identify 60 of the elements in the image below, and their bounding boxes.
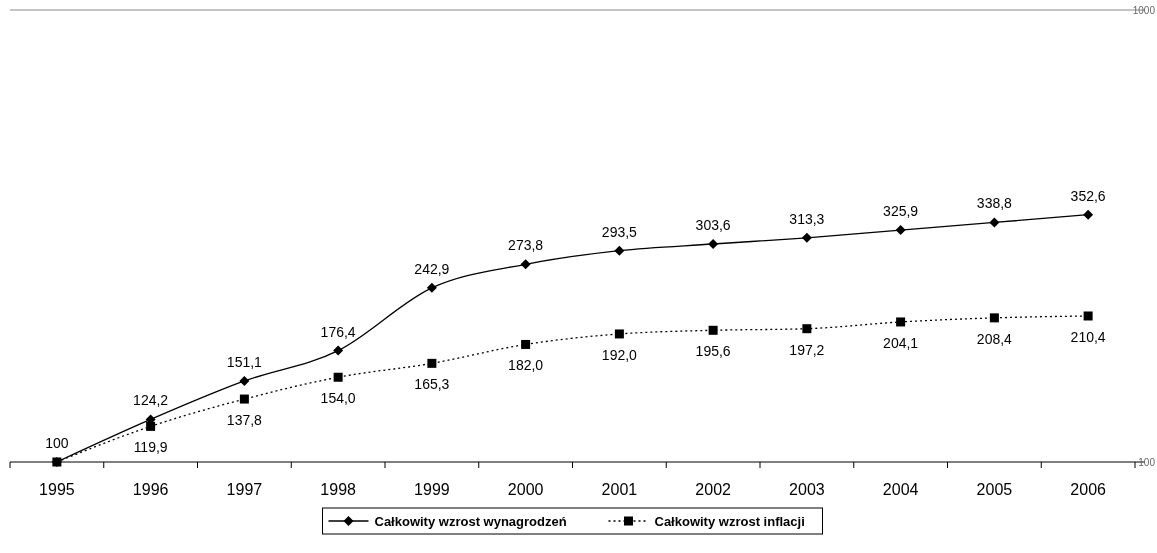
- point: [614, 245, 625, 256]
- data-label: 204,1: [883, 334, 919, 351]
- data-label: 210,4: [1070, 328, 1106, 345]
- x-tick-label: 2001: [601, 481, 638, 498]
- point: [1083, 311, 1093, 321]
- y-tick-label: 1000: [1132, 5, 1156, 16]
- x-tick-label: 1997: [226, 481, 263, 498]
- x-tick-label: 2006: [1070, 481, 1107, 498]
- data-label: 119,9: [133, 439, 168, 456]
- data-label: 273,8: [508, 237, 544, 254]
- data-label: 176,4: [320, 323, 356, 340]
- data-label: 242,9: [414, 260, 450, 277]
- x-tick-label: 1996: [132, 481, 169, 498]
- data-label: 182,0: [508, 357, 544, 374]
- x-tick-label: 1999: [414, 481, 450, 498]
- data-label: 137,8: [226, 412, 263, 429]
- x-tick-label: 2003: [789, 481, 825, 498]
- point: [989, 313, 999, 323]
- point: [708, 239, 719, 249]
- data-label: 151,1: [226, 353, 263, 370]
- x-tick-label: 2004: [882, 481, 919, 498]
- x-tick-label: 1995: [39, 481, 75, 498]
- point: [146, 421, 156, 431]
- x-tick-label: 2002: [695, 481, 732, 498]
- point: [989, 217, 1000, 228]
- data-label: 338,8: [976, 195, 1013, 212]
- data-label: 100: [45, 435, 69, 451]
- data-label: 197,2: [789, 341, 825, 358]
- x-tick-label: 1998: [320, 481, 357, 498]
- x-tick-label: 2005: [976, 481, 1013, 498]
- point: [333, 345, 344, 356]
- data-label: 325,9: [883, 203, 919, 220]
- data-label: 124,2: [133, 392, 169, 409]
- point: [708, 325, 718, 335]
- point: [801, 232, 812, 243]
- point: [520, 259, 531, 270]
- data-label: 208,4: [976, 330, 1013, 347]
- data-label: 192,0: [601, 346, 638, 363]
- legend-label: Całkowity wzrost inflacji: [654, 514, 805, 529]
- data-label: 352,6: [1070, 187, 1106, 204]
- data-label: 303,6: [695, 217, 731, 233]
- data-label: 313,3: [789, 210, 825, 227]
- legend-label: Całkowity wzrost wynagrodzeń: [374, 514, 567, 529]
- point: [521, 339, 531, 349]
- point: [333, 372, 343, 382]
- point: [52, 457, 62, 467]
- x-tick-label: 2000: [507, 481, 544, 498]
- data-label: 195,6: [695, 343, 731, 360]
- point: [895, 225, 906, 236]
- data-label: 165,3: [414, 376, 450, 393]
- point: [427, 358, 437, 368]
- point: [1083, 209, 1094, 220]
- data-label: 293,5: [601, 223, 638, 240]
- point: [239, 394, 249, 404]
- point: [614, 329, 624, 339]
- point: [239, 375, 250, 386]
- point: [426, 282, 437, 293]
- data-label: 154,0: [320, 390, 356, 407]
- point: [896, 317, 906, 327]
- point: [802, 324, 812, 334]
